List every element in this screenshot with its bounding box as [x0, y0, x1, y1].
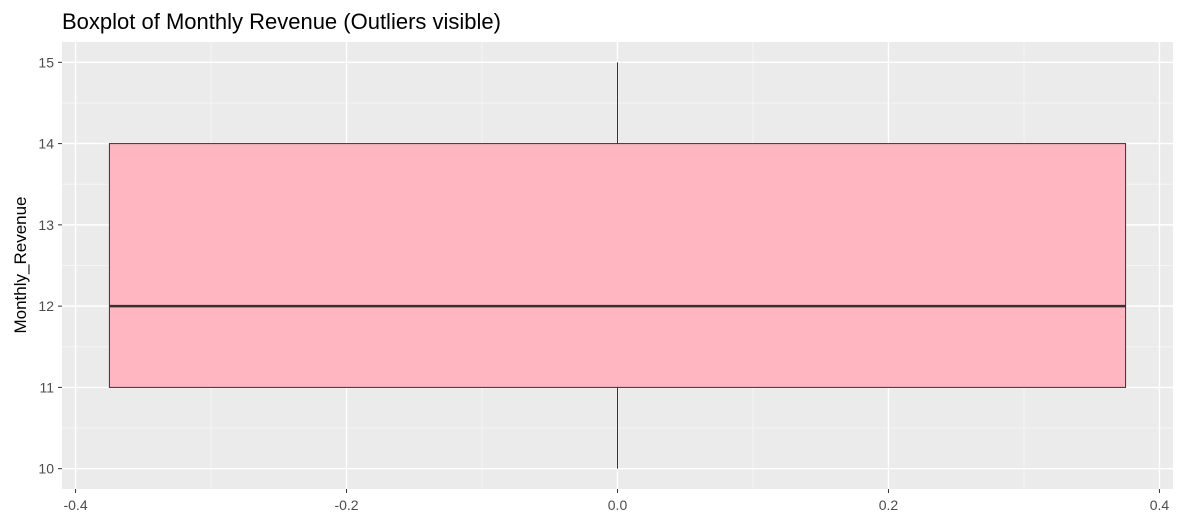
x-tick-label: -0.4	[63, 497, 87, 513]
axis-ticks	[58, 61, 1160, 493]
y-tick-label: 12	[38, 298, 54, 314]
y-tick-label: 10	[38, 461, 54, 477]
y-tick-label: 11	[39, 379, 54, 395]
box-iqr	[108, 143, 1127, 388]
x-tick-label: -0.2	[334, 497, 358, 513]
y-tick-label: 13	[38, 217, 54, 233]
x-tick-labels: -0.4 -0.2 0.0 0.2 0.4	[63, 497, 1169, 513]
x-tick-label: 0.4	[1150, 497, 1170, 513]
y-tick-labels: 10 11 12 13 14 15	[38, 54, 54, 476]
box-layer	[108, 62, 1127, 469]
x-tick-label: 0.2	[879, 497, 899, 513]
y-axis-title: Monthly_Revenue	[11, 196, 30, 333]
y-tick-label: 14	[38, 136, 54, 152]
chart-title: Boxplot of Monthly Revenue (Outliers vis…	[62, 9, 501, 34]
x-tick-label: 0.0	[608, 497, 628, 513]
y-tick-label: 15	[38, 54, 54, 70]
